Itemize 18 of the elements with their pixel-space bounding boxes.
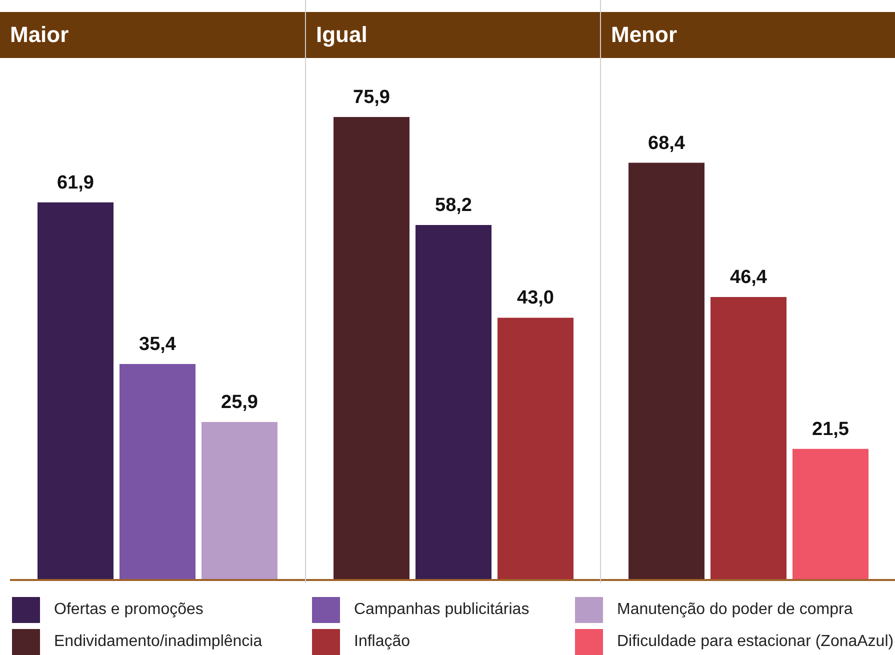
chart-title: Menor — [611, 22, 677, 48]
data-label: 68,4 — [648, 132, 686, 154]
data-label: 21,5 — [812, 418, 850, 440]
legend-label: Endividamento/inadimplência — [54, 633, 262, 651]
chart-title: Igual — [316, 22, 368, 48]
chart-title: Maior — [10, 22, 69, 48]
legend-label: Inflação — [354, 633, 410, 651]
data-label: 58,2 — [435, 194, 472, 216]
data-label: 35,4 — [139, 334, 176, 356]
legend-label: Campanhas publicitárias — [354, 601, 530, 619]
legend-label: Ofertas e promoções — [54, 601, 204, 619]
legend-label: Manutenção do poder de compra — [617, 601, 853, 619]
legend-label: Dificuldade para estacionar (ZonaAzul) — [617, 633, 894, 651]
data-label: 61,9 — [57, 172, 94, 194]
data-label: 43,0 — [517, 288, 554, 309]
data-label: 75,9 — [353, 87, 390, 108]
data-label: 46,4 — [730, 266, 768, 288]
data-label: 25,9 — [221, 392, 258, 414]
